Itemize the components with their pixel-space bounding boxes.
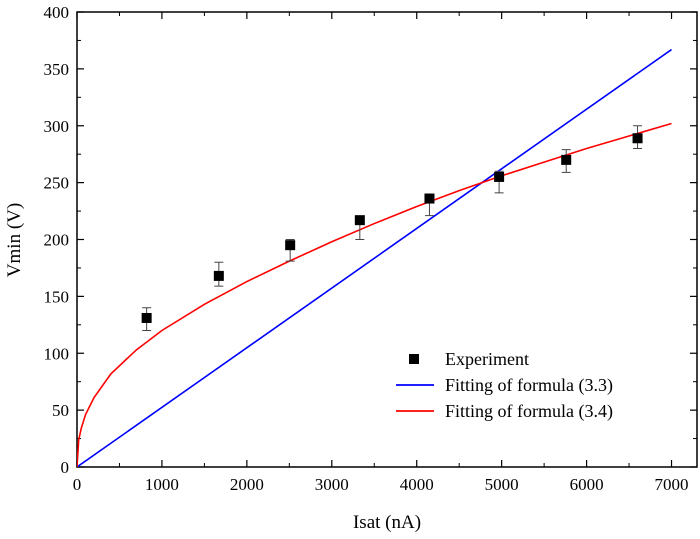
y-tick-label: 250 (44, 174, 70, 193)
data-point (561, 154, 572, 165)
y-tick-label: 300 (44, 117, 70, 136)
x-tick-label: 1000 (145, 475, 179, 494)
y-tick-label: 50 (52, 401, 69, 420)
plot-frame (76, 11, 698, 468)
legend-marker-square (409, 354, 419, 364)
x-tick-label: 7000 (655, 475, 689, 494)
points-layer (141, 125, 643, 331)
y-tick-label: 200 (44, 231, 70, 250)
data-point (354, 215, 365, 226)
x-tick-label: 6000 (570, 475, 604, 494)
data-point (213, 270, 224, 281)
x-tick-label: 4000 (400, 475, 434, 494)
y-tick-label: 100 (44, 344, 70, 363)
data-point (424, 193, 435, 204)
y-axis-label: Vmin (V) (4, 203, 25, 277)
legend: Experiment Fitting of formula (3.3) Fittin… (396, 349, 613, 422)
x-axis-label: Isat (nA) (353, 512, 421, 533)
data-point (285, 240, 296, 251)
axis-ticks: 0 1000 2000 3000 4000 5000 6000 7000 0 50 100 150 20… (44, 3, 697, 494)
data-point (632, 133, 643, 144)
series-line-1 (77, 48, 672, 467)
series-line-2 (77, 122, 672, 467)
y-tick-label: 0 (61, 458, 70, 477)
legend-label: Fitting of formula (3.3) (445, 375, 613, 396)
x-tick-label: 2000 (230, 475, 264, 494)
x-tick-label: 5000 (485, 475, 519, 494)
series-layer (77, 48, 672, 467)
y-tick-label: 400 (44, 3, 70, 22)
y-tick-label: 350 (44, 60, 70, 79)
data-point (494, 171, 505, 182)
data-point (141, 312, 152, 323)
legend-label: Experiment (445, 349, 529, 369)
y-tick-label: 150 (44, 287, 70, 306)
legend-label: Fitting of formula (3.4) (445, 401, 613, 422)
x-tick-label: 3000 (315, 475, 349, 494)
x-tick-label: 0 (73, 475, 82, 494)
